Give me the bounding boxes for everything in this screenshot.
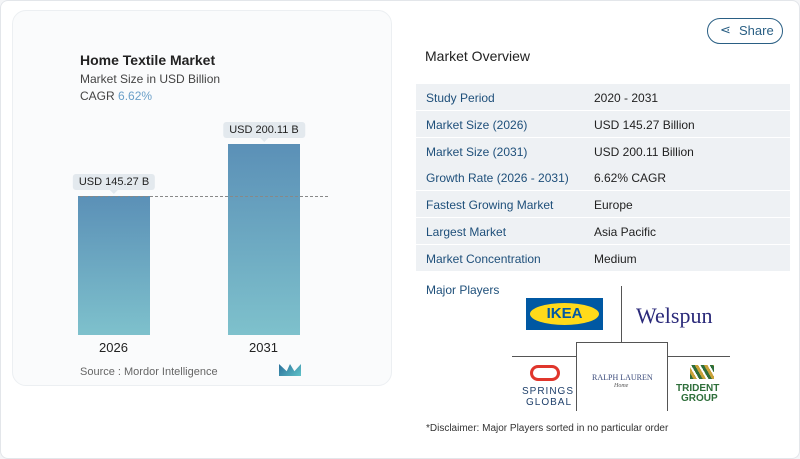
- overview-row: Largest Market Asia Pacific: [416, 218, 790, 245]
- row-key: Study Period: [426, 91, 495, 105]
- row-value: Europe: [594, 198, 633, 213]
- springs-logo: SPRINGS: [522, 386, 575, 397]
- trident-logo-icon: [690, 365, 714, 379]
- row-value: 2020 - 2031: [594, 91, 659, 105]
- overview-row: Fastest Growing Market Europe: [416, 191, 790, 219]
- share-icon: ⋖: [720, 22, 731, 37]
- bar-2026: [78, 196, 150, 335]
- row-key: Market Concentration: [426, 251, 541, 266]
- reference-line: [80, 196, 328, 198]
- cagr-label: CAGR: [80, 89, 115, 103]
- bar-2031: [228, 144, 300, 335]
- springs-logo-2: GLOBAL: [526, 397, 573, 408]
- row-key: Largest Market: [426, 225, 507, 239]
- disclaimer: *Disclaimer: Major Players sorted in no …: [426, 423, 669, 434]
- data-label: USD 200.11 B: [223, 122, 305, 142]
- row-key: Growth Rate (2026 - 2031): [426, 171, 569, 186]
- row-value: Medium: [594, 251, 637, 266]
- overview-row: Market Size (2026) USD 145.27 Billion: [416, 110, 790, 138]
- ralph-lauren-home: Home: [614, 383, 629, 389]
- x-tick-label: 2026: [99, 340, 128, 355]
- row-value: 6.62% CAGR: [594, 171, 667, 186]
- data-label: USD 145.27 B: [72, 174, 156, 195]
- cagr-value: 6.62%: [118, 89, 153, 103]
- overview-title: Market Overview: [425, 48, 531, 64]
- row-value: Asia Pacific: [594, 225, 657, 239]
- row-value: USD 145.27 Billion: [594, 117, 695, 132]
- row-value: USD 200.11 Billion: [594, 144, 694, 159]
- chart-subtitle: Market Size in USD Billion: [80, 72, 221, 86]
- ikea-logo: IKEA: [526, 298, 603, 330]
- overview-row: Market Size (2031) USD 200.11 Billion: [416, 137, 790, 165]
- overview-row: Market Concentration Medium: [416, 244, 790, 272]
- chart-card: [12, 10, 392, 386]
- chart-title: Home Textile Market: [80, 52, 216, 68]
- x-tick-label: 2031: [249, 340, 278, 355]
- row-key: Market Size (2026): [426, 117, 528, 132]
- share-button[interactable]: ⋖ Share: [707, 18, 783, 44]
- row-key: Fastest Growing Market: [426, 198, 554, 213]
- ralph-lauren-logo: RALPH LAUREN: [592, 373, 653, 382]
- welspun-logo: Welspun: [636, 303, 713, 328]
- major-players-label: Major Players: [426, 283, 500, 297]
- overview-row: Study Period 2020 - 2031: [416, 84, 790, 111]
- trident-logo-2: GROUP: [681, 393, 718, 404]
- springs-logo-icon: [530, 365, 560, 381]
- row-key: Market Size (2031): [426, 144, 528, 159]
- trident-logo: TRIDENT: [676, 383, 720, 394]
- source-text: Source : Mordor Intelligence: [80, 366, 218, 378]
- share-label: Share: [739, 23, 774, 38]
- overview-row: Growth Rate (2026 - 2031) 6.62% CAGR: [416, 164, 790, 192]
